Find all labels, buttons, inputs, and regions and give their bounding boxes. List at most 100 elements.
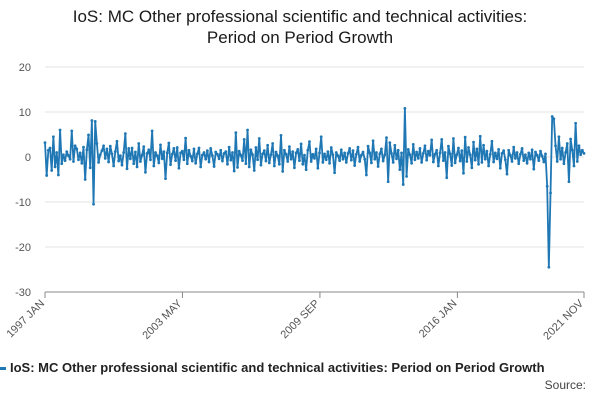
- data-point: [88, 166, 92, 170]
- data-point: [418, 147, 422, 150]
- data-point: [165, 151, 169, 155]
- data-point: [358, 160, 362, 163]
- data-point: [403, 107, 407, 110]
- data-point: [517, 162, 521, 166]
- data-point: [391, 161, 395, 164]
- data-point: [132, 162, 136, 166]
- data-point: [100, 149, 104, 153]
- data-point: [463, 135, 467, 139]
- data-point: [296, 147, 300, 151]
- data-point: [256, 158, 259, 162]
- data-point: [82, 145, 85, 149]
- data-point: [48, 146, 52, 150]
- data-point: [421, 152, 425, 155]
- data-point: [539, 149, 542, 153]
- data-point: [334, 151, 338, 154]
- data-point: [155, 154, 159, 158]
- data-point: [569, 137, 573, 141]
- data-point: [318, 151, 321, 155]
- data-point: [488, 152, 492, 156]
- data-point: [179, 151, 182, 155]
- data-point: [231, 151, 234, 154]
- data-point: [264, 159, 268, 163]
- data-point: [170, 152, 174, 156]
- data-point: [137, 142, 141, 145]
- data-point: [234, 131, 238, 135]
- data-point: [550, 115, 554, 118]
- data-point: [537, 159, 541, 163]
- data-point: [453, 161, 457, 165]
- data-point: [441, 159, 445, 163]
- data-point: [185, 162, 189, 166]
- data-point: [565, 142, 569, 145]
- data-point: [289, 157, 293, 161]
- legend-label: IoS: MC Other professional scientific an…: [10, 360, 545, 375]
- data-point: [349, 158, 353, 162]
- data-point: [512, 145, 516, 149]
- data-point: [480, 161, 484, 164]
- data-point: [73, 144, 77, 148]
- data-point: [460, 149, 464, 153]
- data-point: [321, 161, 325, 164]
- data-point: [244, 162, 248, 166]
- data-point: [415, 150, 419, 154]
- data-point: [55, 151, 59, 154]
- data-point: [276, 154, 280, 158]
- series-growth: [43, 107, 586, 269]
- data-point: [192, 147, 196, 151]
- data-point: [261, 152, 265, 156]
- data-point: [359, 153, 363, 157]
- data-point: [174, 159, 177, 163]
- data-point: [80, 161, 84, 165]
- data-point: [465, 160, 469, 163]
- data-point: [301, 162, 305, 166]
- data-point: [194, 161, 198, 165]
- gridlines: [45, 66, 584, 293]
- data-point: [490, 139, 494, 143]
- data-point: [438, 151, 442, 155]
- data-point: [195, 152, 199, 156]
- data-point: [575, 160, 579, 163]
- data-point: [470, 166, 474, 170]
- data-point: [169, 163, 172, 167]
- data-point: [164, 177, 167, 181]
- data-point: [492, 160, 496, 164]
- data-point: [319, 135, 323, 139]
- data-point: [564, 151, 567, 154]
- data-point: [85, 148, 89, 152]
- data-point: [368, 151, 372, 155]
- data-point: [282, 148, 286, 152]
- data-point: [212, 165, 216, 168]
- data-point: [130, 146, 134, 150]
- data-point: [102, 144, 105, 148]
- data-point: [462, 171, 465, 175]
- data-point: [214, 150, 218, 154]
- data-point: [328, 161, 331, 165]
- data-point: [249, 148, 253, 152]
- data-point: [378, 152, 382, 156]
- series-line: [44, 107, 585, 269]
- data-point: [416, 156, 420, 160]
- data-point: [232, 169, 236, 173]
- data-point: [544, 152, 547, 156]
- data-point: [363, 157, 367, 161]
- data-point: [175, 146, 179, 149]
- data-point: [72, 160, 75, 163]
- data-point: [535, 153, 539, 157]
- data-point: [493, 151, 497, 155]
- data-point: [50, 169, 54, 172]
- data-point: [216, 152, 219, 156]
- x-tick-label: 2003 MAY: [140, 297, 185, 342]
- data-point: [395, 157, 398, 161]
- data-point: [503, 158, 507, 162]
- data-point: [78, 151, 82, 155]
- data-point: [522, 159, 526, 163]
- data-point: [45, 174, 49, 177]
- data-point: [277, 162, 281, 166]
- data-point: [142, 145, 146, 149]
- data-point: [189, 154, 193, 158]
- data-point: [83, 178, 87, 181]
- data-point: [70, 129, 74, 133]
- data-point: [524, 153, 527, 157]
- x-tick-label: 2009 SEP: [279, 298, 323, 342]
